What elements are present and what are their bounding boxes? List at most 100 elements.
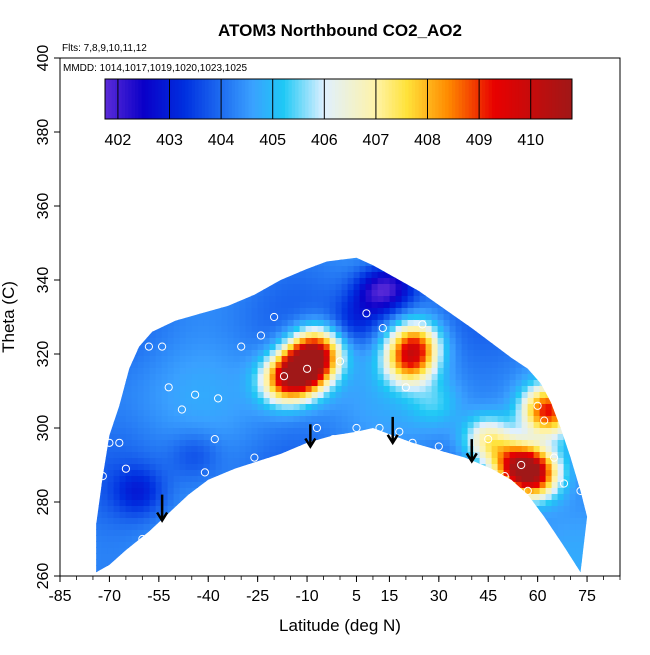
field-cell	[444, 517, 451, 524]
field-cell	[102, 427, 109, 434]
field-cell	[234, 331, 241, 338]
field-cell	[144, 451, 151, 458]
field-cell	[522, 571, 529, 578]
field-cell	[312, 271, 319, 278]
field-cell	[456, 571, 463, 578]
field-cell	[456, 307, 463, 314]
field-cell	[522, 379, 529, 386]
field-cell	[258, 313, 265, 320]
field-cell	[114, 325, 121, 332]
field-cell	[468, 493, 475, 500]
field-cell	[396, 349, 403, 356]
field-cell	[258, 373, 265, 380]
field-cell	[156, 481, 163, 488]
field-cell	[486, 343, 493, 350]
colorbar-tick-label: 406	[311, 132, 338, 149]
field-cell	[282, 559, 289, 566]
field-cell	[258, 565, 265, 572]
field-cell	[132, 301, 139, 308]
field-cell	[198, 373, 205, 380]
field-cell	[564, 421, 571, 428]
field-cell	[204, 499, 211, 506]
field-cell	[114, 253, 121, 260]
field-cell	[102, 577, 109, 584]
field-cell	[204, 247, 211, 254]
field-cell	[378, 337, 385, 344]
field-cell	[360, 493, 367, 500]
field-cell	[126, 511, 133, 518]
field-cell	[348, 391, 355, 398]
field-cell	[456, 559, 463, 566]
field-cell	[150, 505, 157, 512]
field-cell	[156, 469, 163, 476]
field-cell	[336, 319, 343, 326]
field-cell	[516, 349, 523, 356]
field-cell	[258, 385, 265, 392]
field-cell	[294, 373, 301, 380]
sample-point	[330, 436, 337, 443]
field-cell	[204, 397, 211, 404]
field-cell	[576, 349, 583, 356]
field-cell	[510, 457, 517, 464]
field-cell	[216, 427, 223, 434]
field-cell	[432, 301, 439, 308]
field-cell	[516, 259, 523, 266]
field-cell	[498, 553, 505, 560]
field-cell	[276, 505, 283, 512]
field-cell	[456, 247, 463, 254]
field-cell	[294, 355, 301, 362]
field-cell	[510, 445, 517, 452]
field-cell	[558, 463, 565, 470]
field-cell	[438, 535, 445, 542]
field-cell	[366, 505, 373, 512]
field-cell	[150, 307, 157, 314]
field-cell	[234, 493, 241, 500]
field-cell	[450, 391, 457, 398]
field-cell	[126, 253, 133, 260]
field-cell	[126, 367, 133, 374]
field-cell	[174, 463, 181, 470]
field-cell	[462, 517, 469, 524]
field-cell	[480, 301, 487, 308]
field-cell	[288, 301, 295, 308]
field-cell	[336, 511, 343, 518]
field-cell	[132, 337, 139, 344]
field-cell	[390, 499, 397, 506]
colorbar-segment	[195, 79, 199, 119]
field-cell	[366, 541, 373, 548]
field-cell	[96, 397, 103, 404]
field-cell	[102, 541, 109, 548]
field-cell	[258, 301, 265, 308]
colorbar-tick-label: 405	[259, 132, 286, 149]
field-cell	[282, 433, 289, 440]
colorbar-tick-label: 409	[466, 132, 493, 149]
field-cell	[342, 481, 349, 488]
field-cell	[210, 337, 217, 344]
colorbar-segment	[339, 79, 343, 119]
field-cell	[408, 373, 415, 380]
field-cell	[354, 349, 361, 356]
field-cell	[312, 397, 319, 404]
field-cell	[468, 259, 475, 266]
field-cell	[114, 265, 121, 272]
field-cell	[342, 283, 349, 290]
field-cell	[216, 355, 223, 362]
field-cell	[348, 337, 355, 344]
field-cell	[294, 475, 301, 482]
field-cell	[432, 577, 439, 584]
field-cell	[474, 421, 481, 428]
field-cell	[576, 445, 583, 452]
field-cell	[378, 469, 385, 476]
field-cell	[126, 547, 133, 554]
field-cell	[198, 571, 205, 578]
field-cell	[306, 337, 313, 344]
colorbar-segment	[242, 79, 246, 119]
field-cell	[120, 307, 127, 314]
field-cell	[312, 355, 319, 362]
field-cell	[588, 295, 595, 302]
field-cell	[582, 403, 589, 410]
field-cell	[96, 283, 103, 290]
field-cell	[276, 415, 283, 422]
field-cell	[450, 541, 457, 548]
